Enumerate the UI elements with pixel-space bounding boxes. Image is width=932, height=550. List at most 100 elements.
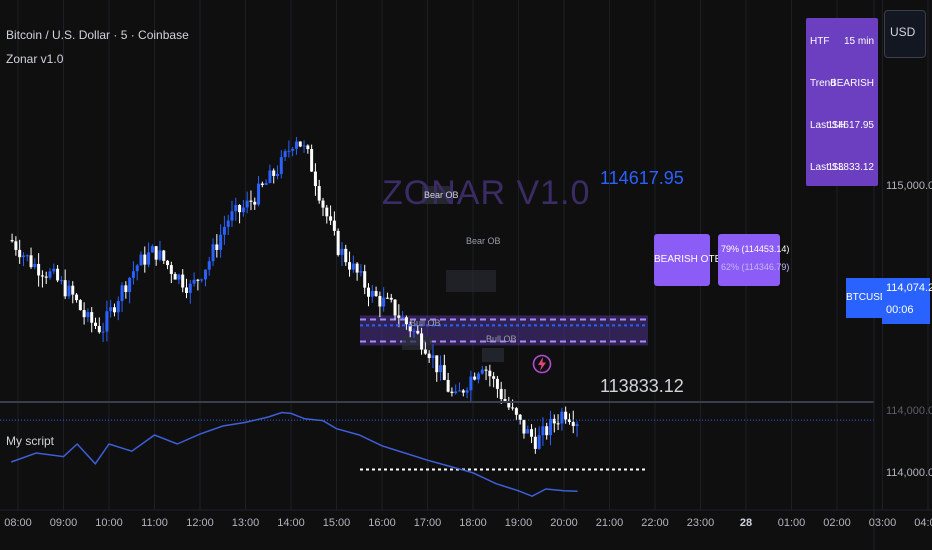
htf-key: HTF: [810, 36, 830, 47]
candle-body: [317, 186, 321, 201]
candle-body: [272, 170, 276, 176]
time-tick-label: 04:00: [914, 517, 932, 529]
candle-body: [82, 310, 86, 318]
swing-high-label: 114617.95: [600, 168, 684, 188]
candle-body: [150, 246, 154, 253]
candle-body: [461, 390, 465, 393]
time-tick-label: 15:00: [323, 517, 351, 529]
candle-body: [492, 376, 496, 379]
candle-body: [575, 424, 579, 427]
candle-body: [71, 285, 75, 295]
ote-79-label: 79% (114453.14): [721, 244, 790, 254]
candle-body: [294, 141, 298, 149]
time-tick-label: 16:00: [368, 517, 396, 529]
candle-body: [526, 429, 530, 434]
candle-body: [329, 216, 333, 221]
candle-body: [52, 268, 56, 272]
indicator-name[interactable]: Zonar v1.0: [6, 52, 64, 66]
candle-body: [116, 301, 120, 313]
candle-body: [143, 254, 147, 265]
candle-body: [249, 200, 253, 202]
price-tick-label[interactable]: 114,000.00: [886, 467, 932, 479]
ote-zone: [360, 186, 648, 362]
candle-body: [363, 271, 367, 288]
candle-body: [564, 411, 568, 420]
candle-body: [78, 300, 82, 311]
time-tick-label: 11:00: [141, 517, 168, 529]
level-lines: [0, 324, 874, 471]
candle-body: [503, 398, 507, 402]
candle-body: [56, 268, 60, 281]
candle-body: [533, 436, 537, 449]
indicator-watermark: ZONAR V1.0: [382, 174, 591, 212]
candle-body: [37, 263, 41, 276]
candle-body: [541, 426, 545, 436]
candle-body: [18, 249, 22, 258]
htf-info-panel: HTF 15 min Trend BEARISH Last SH 114617.…: [806, 18, 878, 186]
candle-body: [412, 330, 416, 332]
candle-body: [169, 265, 173, 274]
currency-selector[interactable]: USD: [884, 10, 926, 58]
time-tick-label: 14:00: [277, 517, 305, 529]
candle-body: [257, 183, 261, 205]
candle-body: [219, 234, 223, 250]
candle-body: [435, 355, 439, 373]
subpane-title[interactable]: My script: [6, 434, 54, 448]
candle-body: [44, 276, 48, 278]
symbol-price-badge: BTCUSD: [846, 278, 887, 318]
subpane-series: [10, 411, 578, 498]
time-tick-label: 01:00: [778, 517, 806, 529]
htf-value: 15 min: [843, 36, 874, 47]
price-tick-label[interactable]: 114,000.00: [886, 405, 932, 417]
candle-body: [385, 297, 389, 299]
candle-body: [234, 205, 238, 212]
candle-body: [253, 201, 257, 205]
lightning-logo-icon: [532, 354, 552, 374]
candle-body: [499, 388, 503, 399]
candle-body: [545, 426, 549, 436]
candle-body: [476, 373, 480, 380]
candle-body: [203, 269, 207, 280]
candle-body: [25, 255, 29, 257]
time-tick-label: 18:00: [459, 517, 487, 529]
candle-body: [306, 145, 310, 150]
candle-body: [147, 252, 151, 265]
candle-body: [442, 365, 446, 380]
bull-ob-box: [402, 336, 432, 350]
bear-ob-label: Bear OB: [466, 236, 501, 246]
candle-body: [370, 291, 374, 297]
candle-body: [423, 349, 427, 354]
candle-body: [135, 265, 139, 272]
candle-body: [86, 312, 90, 318]
price-tick-label[interactable]: 115,000.00: [886, 180, 932, 192]
candle-body: [332, 220, 336, 231]
candle-body: [14, 241, 18, 250]
candle-body: [416, 330, 420, 334]
last-price-value: 114,074.24: [886, 282, 932, 294]
candle-body: [382, 297, 386, 307]
time-tick-label: 21:00: [596, 517, 624, 529]
candle-body: [450, 391, 454, 394]
candle-body: [401, 317, 405, 319]
candle-body: [446, 379, 450, 392]
candle-body: [549, 418, 553, 436]
candle-body: [139, 254, 143, 266]
symbol-title[interactable]: Bitcoin / U.S. Dollar · 5 · Coinbase: [6, 28, 189, 42]
ote-62-label: 62% (114346.79): [721, 262, 790, 272]
time-axis[interactable]: 08:00 09:00 10:00 11:00 12:00 13:00 14:00 15:00…: [4, 517, 932, 529]
candle-body: [75, 294, 79, 301]
candle-body: [177, 274, 181, 280]
candle-body: [109, 307, 113, 312]
candle-body: [222, 226, 226, 235]
candle-body: [200, 279, 204, 281]
candle-body: [484, 369, 488, 371]
candle-body: [522, 419, 526, 434]
candle-body: [21, 255, 25, 258]
candle-body: [29, 255, 33, 268]
candle-body: [378, 296, 382, 307]
candle-body: [351, 263, 355, 270]
time-tick-label: 10:00: [95, 517, 123, 529]
candle-body: [211, 244, 215, 262]
candle-body: [389, 297, 393, 300]
